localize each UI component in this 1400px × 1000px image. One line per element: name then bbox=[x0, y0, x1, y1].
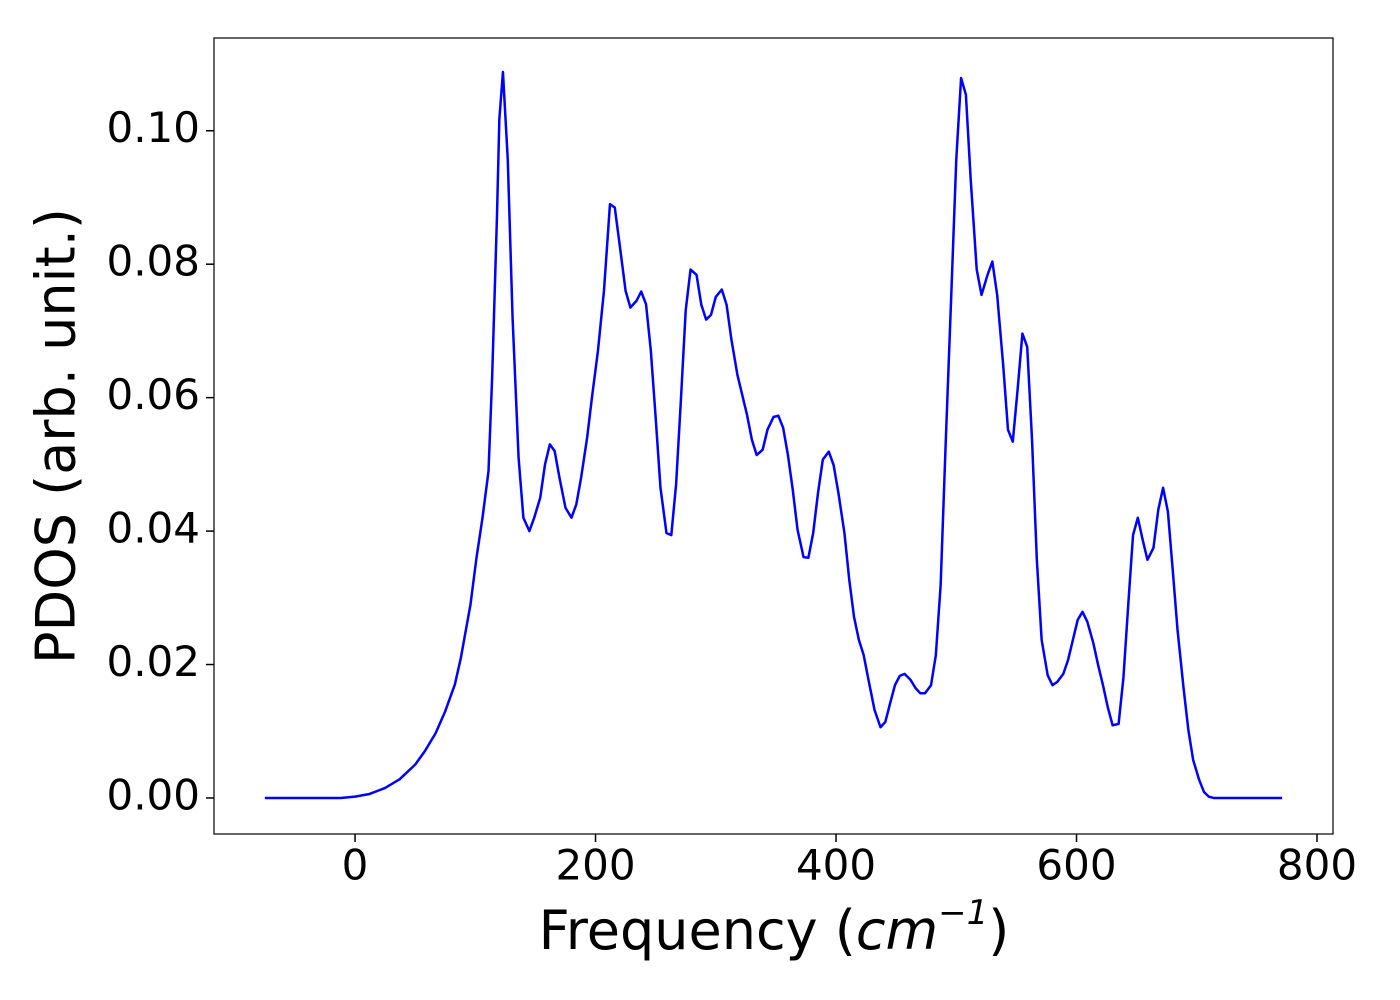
y-axis-label: PDOS (arb. unit.) bbox=[25, 208, 88, 664]
x-tick-label: 0 bbox=[342, 841, 369, 890]
y-tick-label: 0.02 bbox=[106, 637, 200, 686]
y-tick-label: 0.10 bbox=[106, 103, 200, 152]
x-label-unit: cm bbox=[856, 899, 938, 962]
plot-frame bbox=[213, 37, 1334, 835]
x-tick-label: 200 bbox=[555, 841, 635, 890]
x-label-text: Frequency ( bbox=[539, 899, 856, 962]
x-tick-label: 400 bbox=[796, 841, 876, 890]
x-label-text: ) bbox=[988, 899, 1009, 962]
y-tick-label: 0.04 bbox=[106, 504, 200, 553]
x-axis-label: Frequency (cm−1) bbox=[539, 893, 1010, 962]
y-tick-label: 0.06 bbox=[106, 370, 200, 419]
data-line bbox=[264, 70, 1283, 800]
y-tick-label: 0.08 bbox=[106, 237, 200, 286]
y-tick-label: 0.00 bbox=[106, 770, 200, 819]
x-tick-label: 600 bbox=[1036, 841, 1116, 890]
x-label-exponent: −1 bbox=[938, 893, 988, 933]
x-tick-label: 800 bbox=[1277, 841, 1357, 890]
